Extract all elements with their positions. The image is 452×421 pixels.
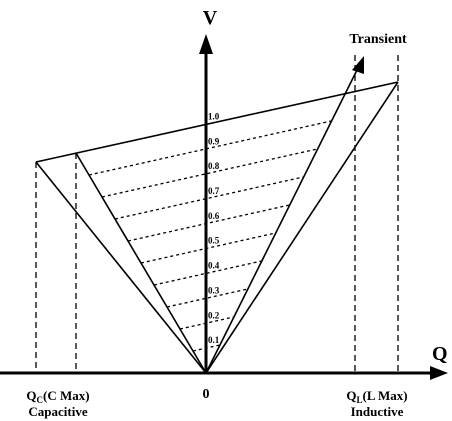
level-line (114, 176, 304, 220)
level-line (153, 260, 262, 286)
cap-max-label: QC(C Max) (26, 388, 89, 405)
ind-symbol: Q (346, 388, 356, 403)
transient-label: Transient (349, 32, 407, 47)
ind-limit-line (205, 81, 399, 374)
v-arrow (199, 34, 213, 54)
ind-max-label: QL(L Max) (346, 388, 407, 405)
level-label: 0.4 (208, 261, 220, 271)
level-label: 0.1 (208, 335, 220, 345)
level-line (166, 288, 248, 308)
level-label: 0.5 (208, 236, 220, 246)
level-group: 0.1 0.2 0.3 0.4 0.5 0.6 0.7 0.8 0.9 1.0 (88, 111, 332, 352)
level-line (101, 148, 318, 198)
level-label: 0.9 (208, 136, 220, 146)
q-label: Q (432, 343, 448, 365)
ind-subscript: L (356, 395, 362, 405)
level-label: 0.6 (208, 211, 220, 221)
level-line (88, 120, 332, 176)
q-arrow (430, 366, 448, 380)
cap-limit-line (35, 161, 207, 374)
level-line (140, 232, 276, 264)
cap-label: Capacitive (28, 404, 87, 419)
level-label: 1.0 (208, 111, 220, 121)
level-label: 0.3 (208, 285, 220, 295)
cap-symbol: Q (26, 388, 36, 403)
ind-limit: (L Max) (363, 388, 408, 403)
level-label: 0.2 (208, 310, 220, 320)
v-label: V (203, 7, 218, 29)
transient-line (205, 67, 359, 374)
cap-limit: (C Max) (43, 388, 90, 403)
transient-arrow (352, 56, 364, 74)
level-line (192, 344, 221, 352)
upper-line (35, 81, 399, 163)
level-label: 0.7 (208, 186, 220, 196)
ind-label: Inductive (351, 404, 404, 419)
origin-label: 0 (203, 387, 210, 402)
cap-subscript: C (37, 395, 44, 405)
level-label: 0.8 (208, 161, 220, 171)
